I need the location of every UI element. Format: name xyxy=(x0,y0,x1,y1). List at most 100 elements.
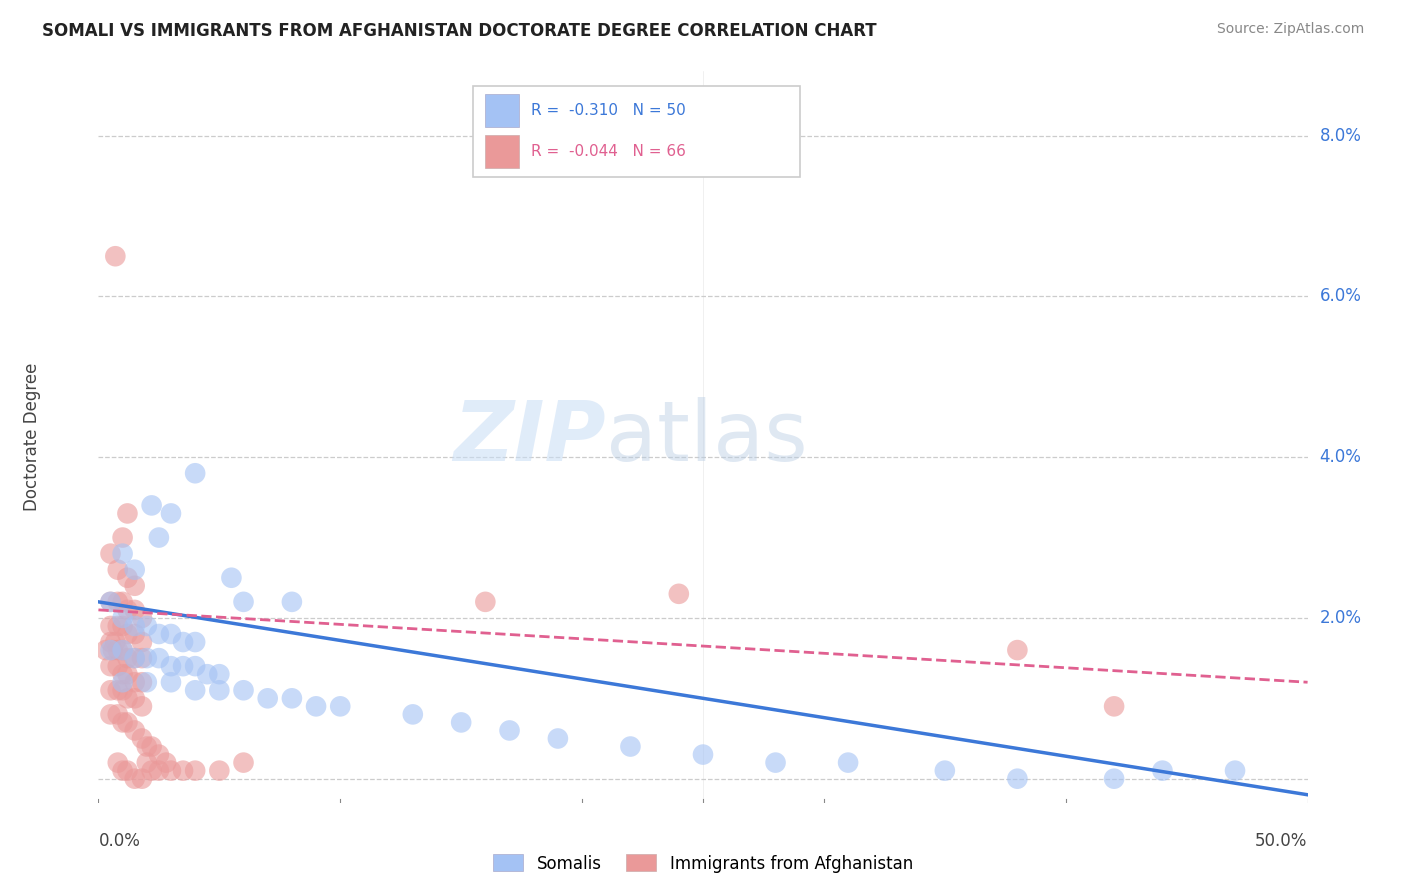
Point xyxy=(117,667,139,681)
Point xyxy=(160,675,183,690)
Point xyxy=(148,531,170,545)
Point xyxy=(141,499,163,513)
Point xyxy=(111,667,134,681)
Point xyxy=(107,756,129,770)
Point xyxy=(111,547,134,561)
Point xyxy=(104,249,127,263)
Point xyxy=(1152,764,1174,778)
Point xyxy=(131,699,153,714)
Point xyxy=(111,643,134,657)
Point xyxy=(94,643,117,657)
Point xyxy=(141,764,163,778)
Point xyxy=(184,764,207,778)
Point xyxy=(619,739,641,754)
Point xyxy=(117,507,139,521)
Point xyxy=(208,683,231,698)
Text: 0.0%: 0.0% xyxy=(98,832,141,850)
Point xyxy=(107,619,129,633)
Point xyxy=(232,595,254,609)
Point xyxy=(547,731,569,746)
Point xyxy=(111,619,134,633)
Point xyxy=(107,659,129,673)
Point xyxy=(155,756,177,770)
Point xyxy=(765,756,787,770)
Point xyxy=(160,627,183,641)
Point xyxy=(111,643,134,657)
Point xyxy=(1102,699,1125,714)
Legend: Somalis, Immigrants from Afghanistan: Somalis, Immigrants from Afghanistan xyxy=(486,847,920,880)
Point xyxy=(124,563,146,577)
Point xyxy=(100,707,122,722)
Point xyxy=(107,707,129,722)
Point xyxy=(107,643,129,657)
Point xyxy=(111,595,134,609)
Point xyxy=(111,683,134,698)
Point xyxy=(100,659,122,673)
Point xyxy=(124,691,146,706)
Point xyxy=(232,683,254,698)
Point xyxy=(124,619,146,633)
Point xyxy=(281,691,304,706)
Point xyxy=(474,595,496,609)
Point xyxy=(184,659,207,673)
Point xyxy=(124,579,146,593)
Point xyxy=(172,764,194,778)
Point xyxy=(117,691,139,706)
Text: 8.0%: 8.0% xyxy=(1320,127,1361,145)
Point xyxy=(184,683,207,698)
Point xyxy=(305,699,328,714)
Point xyxy=(117,651,139,665)
Text: ZIP: ZIP xyxy=(454,397,606,477)
Text: atlas: atlas xyxy=(606,397,808,477)
Point xyxy=(117,715,139,730)
Point xyxy=(131,651,153,665)
Point xyxy=(195,667,218,681)
Point xyxy=(692,747,714,762)
Point xyxy=(208,764,231,778)
Point xyxy=(117,571,139,585)
Point xyxy=(124,603,146,617)
Point xyxy=(184,635,207,649)
Point xyxy=(131,731,153,746)
Point xyxy=(131,772,153,786)
Text: Source: ZipAtlas.com: Source: ZipAtlas.com xyxy=(1216,22,1364,37)
Point xyxy=(111,764,134,778)
Point xyxy=(160,659,183,673)
Point xyxy=(100,635,122,649)
Point xyxy=(934,764,956,778)
Point xyxy=(160,764,183,778)
Point xyxy=(100,547,122,561)
Point xyxy=(837,756,859,770)
Point xyxy=(131,611,153,625)
Point xyxy=(117,627,139,641)
Point xyxy=(107,683,129,698)
Point xyxy=(124,651,146,665)
Text: 6.0%: 6.0% xyxy=(1320,287,1361,305)
Point xyxy=(131,675,153,690)
Point xyxy=(124,627,146,641)
Point xyxy=(111,675,134,690)
Point xyxy=(148,747,170,762)
Point xyxy=(117,603,139,617)
Point xyxy=(101,643,124,657)
Text: 2.0%: 2.0% xyxy=(1320,609,1361,627)
Point xyxy=(124,723,146,738)
Point xyxy=(1007,643,1029,657)
Point xyxy=(232,756,254,770)
Point xyxy=(172,659,194,673)
Point xyxy=(124,675,146,690)
Point xyxy=(148,627,170,641)
Text: R =  -0.310   N = 50: R = -0.310 N = 50 xyxy=(531,103,686,118)
Point xyxy=(124,651,146,665)
Point xyxy=(111,611,134,625)
Point xyxy=(107,595,129,609)
Point xyxy=(131,635,153,649)
FancyBboxPatch shape xyxy=(485,95,519,128)
Point xyxy=(111,715,134,730)
Point xyxy=(1102,772,1125,786)
FancyBboxPatch shape xyxy=(474,86,800,178)
FancyBboxPatch shape xyxy=(485,136,519,169)
Point xyxy=(117,764,139,778)
Text: Doctorate Degree: Doctorate Degree xyxy=(22,363,41,511)
Point xyxy=(208,667,231,681)
